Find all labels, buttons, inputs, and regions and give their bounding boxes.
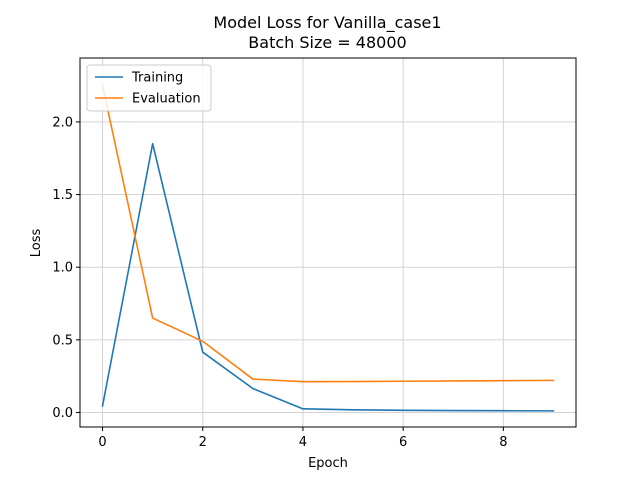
chart-subtitle: Batch Size = 48000 — [248, 33, 406, 52]
axis-ticks: 0 2 4 6 8 0.0 0.5 1.0 1.5 2.0 — [52, 115, 507, 450]
chart-title: Model Loss for Vanilla_case1 — [213, 13, 441, 33]
legend-label-training: Training — [131, 71, 183, 86]
axes — [79, 57, 577, 428]
y-tick-label: 2.0 — [52, 115, 73, 130]
x-tick-label: 4 — [299, 435, 307, 450]
x-axis-label: Epoch — [308, 456, 348, 471]
y-tick-label: 1.0 — [52, 261, 73, 276]
grid-lines — [80, 58, 576, 427]
x-tick-label: 0 — [98, 435, 106, 450]
series-line-training — [101, 142, 555, 412]
series-lines — [101, 84, 555, 412]
x-tick-label: 6 — [399, 435, 407, 450]
y-tick-label: 0.5 — [52, 333, 73, 348]
plot-area-frame — [79, 57, 577, 428]
legend: Training Evaluation — [86, 64, 212, 112]
x-tick-label: 8 — [499, 435, 507, 450]
y-tick-label: 0.0 — [52, 406, 73, 421]
x-tick-label: 2 — [199, 435, 207, 450]
series-line-evaluation — [101, 84, 555, 383]
legend-label-evaluation: Evaluation — [132, 92, 201, 107]
y-tick-label: 1.5 — [52, 188, 73, 203]
y-axis-label: Loss — [29, 229, 44, 258]
